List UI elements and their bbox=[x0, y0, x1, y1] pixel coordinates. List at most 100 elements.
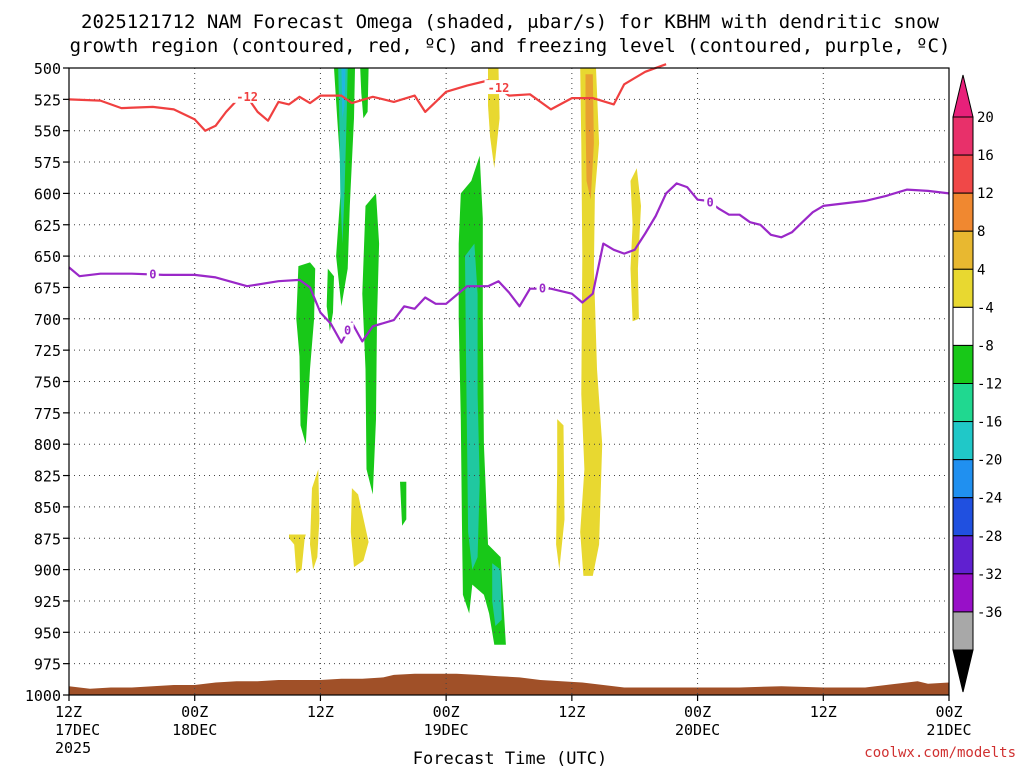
y-axis-ticks: 500 525 550 575 600 625 650 675 700 725 750 775 800 8… bbox=[25, 60, 69, 705]
omega-region-strong-up-18 bbox=[341, 68, 346, 119]
dendritic-minus12-line bbox=[68, 63, 667, 132]
colorbar-label: -4 bbox=[977, 300, 994, 316]
omega-region-moderate-up-15 bbox=[465, 243, 480, 570]
x-tick-label: 17DEC bbox=[55, 721, 100, 739]
y-tick-label: 625 bbox=[34, 217, 61, 235]
omega-region-weak-up-11 bbox=[360, 68, 369, 119]
colorbar-swatch bbox=[952, 306, 974, 346]
omega-region-weak-up-13 bbox=[400, 481, 407, 526]
credit-text[interactable]: coolwx.com/modelts bbox=[864, 745, 1016, 761]
y-tick-label: 675 bbox=[34, 279, 61, 297]
y-tick-label: 1000 bbox=[25, 687, 61, 705]
plot-grid bbox=[69, 68, 949, 695]
colorbar-label: -12 bbox=[977, 377, 1002, 393]
y-tick-label: 975 bbox=[34, 656, 61, 674]
colorbar-label: 16 bbox=[977, 148, 994, 164]
y-tick-label: 500 bbox=[34, 60, 61, 78]
colorbar-label: -16 bbox=[977, 415, 1002, 431]
x-axis-label: Forecast Time (UTC) bbox=[413, 749, 607, 768]
x-tick-label: 12Z bbox=[307, 703, 334, 721]
y-tick-label: 575 bbox=[34, 154, 61, 172]
x-tick-label: 18DEC bbox=[172, 721, 217, 739]
colorbar-swatch bbox=[952, 344, 974, 384]
dendritic-minus12-label-bg bbox=[484, 80, 513, 95]
colorbar: 20 16 12 8 4 -4 -8 -12 -16 -20 -24 -28 -32 -36 bbox=[952, 74, 1002, 693]
y-tick-label: 775 bbox=[34, 405, 61, 423]
chart-title-line1: 2025121712 NAM Forecast Omega (shaded, μ… bbox=[81, 11, 939, 33]
colorbar-label: 4 bbox=[977, 262, 985, 278]
x-tick-label: 00Z bbox=[935, 703, 962, 721]
x-tick-label: 19DEC bbox=[424, 721, 469, 739]
y-tick-label: 900 bbox=[34, 562, 61, 580]
colorbar-swatch bbox=[952, 192, 974, 232]
colorbar-label: -28 bbox=[977, 529, 1002, 545]
omega-region-moderate-up-17 bbox=[492, 563, 502, 626]
y-tick-label: 950 bbox=[34, 624, 61, 642]
chart-title-line2: growth region (contoured, red, ºC) and f… bbox=[70, 35, 951, 57]
colorbar-swatch bbox=[952, 383, 974, 423]
omega-region-weak-up-12 bbox=[362, 193, 380, 495]
x-tick-label: 12Z bbox=[558, 703, 585, 721]
freezing-level-0-label-bg bbox=[146, 266, 159, 281]
y-tick-label: 650 bbox=[34, 248, 61, 266]
colorbar-swatch bbox=[952, 421, 974, 461]
y-tick-label: 925 bbox=[34, 593, 61, 611]
omega-region-weak-up-8 bbox=[296, 262, 316, 445]
freezing-level-0-label: 0 bbox=[344, 324, 351, 338]
y-tick-label: 850 bbox=[34, 499, 61, 517]
omega-shading bbox=[69, 68, 949, 695]
omega-region-weak-down-0 bbox=[289, 534, 306, 574]
x-tick-label: 12Z bbox=[55, 703, 82, 721]
y-tick-label: 750 bbox=[34, 374, 61, 392]
omega-region-weak-down-6 bbox=[630, 168, 641, 322]
colorbar-label: -8 bbox=[977, 338, 994, 354]
freezing-level-0-label: 0 bbox=[149, 267, 156, 281]
x-tick-label: 00Z bbox=[433, 703, 460, 721]
freezing-level-0-label-bg bbox=[704, 194, 717, 209]
colorbar-swatch bbox=[952, 535, 974, 575]
colorbar-label: 20 bbox=[977, 110, 994, 126]
freezing-level-0-label: 0 bbox=[707, 195, 714, 209]
colorbar-bottom-arrow bbox=[952, 649, 974, 693]
colorbar-swatch bbox=[952, 230, 974, 270]
colorbar-swatch bbox=[952, 573, 974, 613]
y-tick-label: 700 bbox=[34, 311, 61, 329]
omega-region-weak-down-5 bbox=[580, 68, 603, 576]
y-tick-label: 800 bbox=[34, 436, 61, 454]
freezing-level-0-line bbox=[68, 182, 950, 344]
freezing-level-0-label-bg bbox=[536, 280, 549, 295]
contour-lines: -12 -12 0 0 0 0 bbox=[68, 63, 950, 344]
y-tick-label: 550 bbox=[34, 123, 61, 141]
x-tick-label: 20DEC bbox=[675, 721, 720, 739]
freezing-level-0-label-bg bbox=[341, 322, 354, 337]
dendritic-minus12-label-bg bbox=[233, 88, 262, 103]
y-tick-label: 825 bbox=[34, 468, 61, 486]
colorbar-label: 8 bbox=[977, 224, 985, 240]
omega-region-moderate-up-16 bbox=[338, 68, 348, 244]
dendritic-minus12-label: -12 bbox=[488, 81, 510, 95]
colorbar-swatch bbox=[952, 497, 974, 537]
x-tick-label: 21DEC bbox=[926, 721, 971, 739]
colorbar-swatch bbox=[952, 154, 974, 194]
x-tick-label: 2025 bbox=[55, 739, 91, 757]
x-tick-label: 00Z bbox=[181, 703, 208, 721]
x-tick-label: 00Z bbox=[684, 703, 711, 721]
dendritic-minus12-label: -12 bbox=[236, 90, 258, 104]
freezing-level-0-label: 0 bbox=[539, 282, 546, 296]
x-tick-label: 12Z bbox=[810, 703, 837, 721]
colorbar-label: -32 bbox=[977, 567, 1002, 583]
colorbar-swatch bbox=[952, 268, 974, 308]
colorbar-label: -24 bbox=[977, 491, 1002, 507]
omega-region-weak-down-2 bbox=[350, 488, 369, 568]
y-tick-label: 725 bbox=[34, 342, 61, 360]
colorbar-swatch bbox=[952, 459, 974, 499]
y-tick-label: 525 bbox=[34, 91, 61, 109]
colorbar-label: -20 bbox=[977, 453, 1002, 469]
y-tick-label: 875 bbox=[34, 530, 61, 548]
terrain-fill bbox=[69, 673, 949, 695]
y-tick-label: 600 bbox=[34, 185, 61, 203]
omega-region-weak-down-1 bbox=[310, 469, 320, 570]
omega-region-moderate-down-7 bbox=[585, 74, 594, 200]
